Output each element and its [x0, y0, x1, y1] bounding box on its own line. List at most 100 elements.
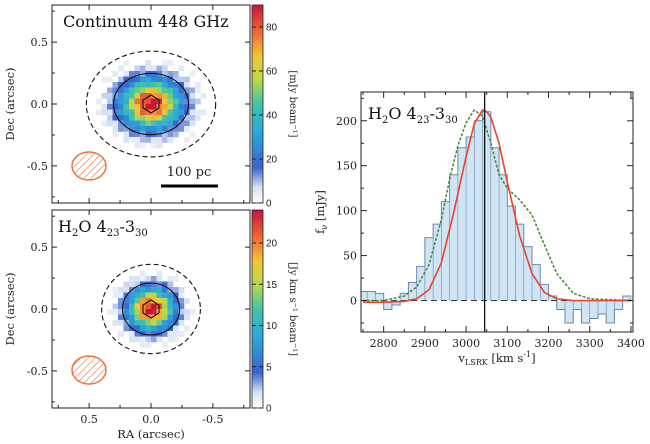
map-pixel: [129, 82, 135, 88]
map-pixel: [112, 309, 119, 315]
map-pixel: [167, 126, 174, 132]
map-pixel: [162, 342, 168, 348]
map-pixel: [112, 320, 119, 326]
colorbar-tick-label: 0: [266, 199, 272, 210]
map-pixel: [195, 98, 201, 105]
x-tick-label: -0.5: [202, 413, 223, 426]
map-pixel: [134, 303, 141, 310]
map-pixel: [184, 298, 190, 304]
map-pixel: [151, 109, 157, 116]
map-pixel: [167, 120, 174, 127]
colorbar-tick-label: 10: [266, 321, 278, 332]
map-pixel: [123, 126, 130, 132]
water-contours: [101, 263, 201, 355]
scalebar-label: 100 pc: [167, 165, 212, 180]
map-pixel: [156, 336, 163, 343]
map-pixel: [145, 303, 152, 310]
map-pixel: [140, 65, 146, 72]
y-tick-label: 150: [336, 160, 357, 173]
map-pixel: [134, 104, 141, 110]
map-pixel: [112, 87, 119, 94]
map-pixel: [123, 87, 130, 94]
map-pixel: [189, 131, 196, 138]
map-pixel: [151, 87, 157, 94]
map-pixel: [129, 120, 135, 127]
map-pixel: [178, 314, 185, 321]
map-pixel: [173, 115, 179, 121]
map-pixel: [145, 76, 152, 83]
map-pixel: [162, 287, 168, 293]
map-pixel: [151, 115, 157, 121]
map-pixel: [173, 82, 179, 88]
map-pixel: [173, 98, 179, 105]
map-pixel: [156, 65, 163, 72]
map-pixel: [151, 104, 157, 110]
map-pixel: [173, 276, 179, 282]
map-pixel: [167, 115, 174, 121]
map-pixel: [118, 82, 124, 88]
map-pixel: [162, 65, 168, 72]
map-pixel: [178, 292, 185, 299]
map-pixel: [134, 126, 141, 132]
map-pixel: [140, 142, 146, 149]
map-pixel: [200, 93, 207, 99]
map-pixel: [173, 126, 179, 132]
colorbar-tick-label: 0: [266, 404, 272, 415]
map-pixel: [151, 298, 157, 304]
map-pixel: [140, 298, 146, 304]
water-map-axes: 0.5 0.0 -0.5 0.5 0.0 -0.5: [27, 210, 250, 426]
map-pixel: [112, 126, 119, 132]
x-tick-label: 3400: [617, 337, 645, 350]
map-pixel: [151, 331, 157, 337]
map-pixel: [140, 314, 146, 321]
spectrum-xlabel: vLSRK [km s-1]: [457, 350, 535, 367]
map-pixel: [140, 342, 146, 348]
map-pixel: [167, 71, 174, 77]
map-pixel: [156, 270, 163, 277]
map-pixel: [145, 287, 152, 293]
map-pixel: [145, 60, 152, 66]
map-pixel: [140, 287, 146, 293]
map-pixel: [156, 93, 163, 99]
map-pixel: [173, 104, 179, 110]
map-pixel: [145, 98, 152, 105]
map-pixel: [173, 287, 179, 293]
spectrum-frame: [360, 91, 634, 333]
map-pixel: [96, 109, 102, 116]
map-pixel: [134, 93, 141, 99]
map-pixel: [173, 71, 179, 77]
map-pixel: [173, 298, 179, 304]
peak-contour: [142, 94, 160, 114]
spectrum-histogram-fill: [361, 111, 631, 324]
map-pixel: [167, 298, 174, 304]
x-tick-label: 3000: [452, 337, 480, 350]
continuum-colorbar-label: [mJy beam⁻¹]: [287, 70, 298, 137]
map-pixel: [96, 98, 102, 105]
map-pixel: [178, 309, 185, 315]
map-pixel: [118, 87, 124, 94]
map-pixel: [129, 93, 135, 99]
map-pixel: [151, 120, 157, 127]
map-pixel: [134, 336, 141, 343]
peak-contour: [142, 299, 160, 319]
map-pixel: [173, 93, 179, 99]
map-pixel: [195, 82, 201, 88]
map-pixel: [184, 98, 190, 105]
map-pixel: [129, 131, 135, 138]
map-pixel: [156, 298, 163, 304]
map-pixel: [178, 98, 185, 105]
map-pixel: [178, 320, 185, 326]
map-pixel: [178, 87, 185, 94]
map-pixel: [167, 109, 174, 116]
map-pixel: [167, 314, 174, 321]
map-pixel: [184, 309, 190, 315]
water-colorbar-ticks: 0 5 10 15 20: [252, 239, 278, 415]
map-pixel: [134, 87, 141, 94]
map-pixel: [123, 104, 130, 110]
map-pixel: [167, 331, 174, 337]
map-pixel: [112, 303, 119, 310]
map-pixel: [123, 287, 130, 293]
map-pixel: [134, 131, 141, 138]
map-pixel: [189, 120, 196, 127]
map-pixel: [162, 325, 168, 332]
